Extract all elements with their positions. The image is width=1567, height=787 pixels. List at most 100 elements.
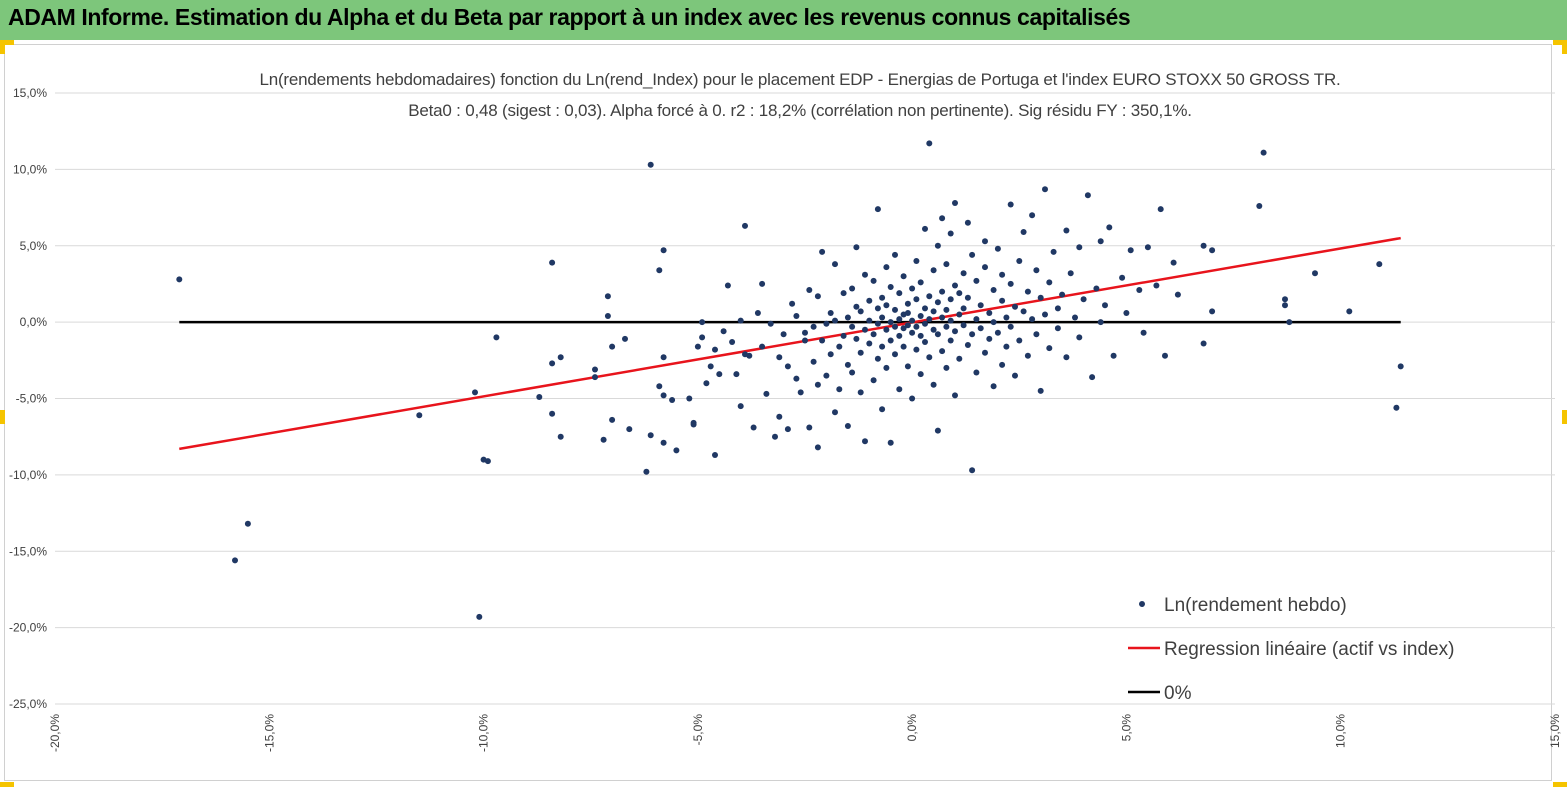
report-banner: ADAM Informe. Estimation du Alpha et du …	[0, 0, 1567, 40]
data-point	[823, 320, 830, 327]
data-point	[232, 557, 238, 564]
data-point	[720, 328, 727, 335]
data-point	[904, 310, 911, 316]
data-point	[964, 294, 971, 301]
data-point	[913, 346, 920, 353]
legend-label: Regression linéaire (actif vs index)	[1164, 639, 1454, 660]
data-point	[896, 332, 903, 339]
x-tick-label: -15,0%	[262, 714, 276, 752]
data-point	[776, 354, 783, 361]
data-point	[1209, 308, 1216, 315]
resize-handle-right[interactable]	[1562, 410, 1567, 424]
data-point	[1012, 372, 1018, 379]
data-point	[909, 395, 916, 402]
data-point	[806, 424, 813, 431]
resize-handle-top-right-vertical[interactable]	[1562, 40, 1567, 54]
resize-handle-top-left[interactable]	[0, 40, 14, 45]
data-point	[1282, 302, 1288, 309]
y-tick-label: -15,0%	[9, 544, 47, 558]
data-point	[977, 302, 984, 309]
data-point	[802, 337, 808, 344]
resize-handle-top-right[interactable]	[1553, 40, 1567, 45]
data-point	[934, 242, 941, 249]
y-tick-label: -10,0%	[9, 468, 47, 482]
data-point	[1127, 247, 1134, 254]
data-point	[999, 271, 1006, 278]
data-point	[870, 377, 877, 384]
data-point	[549, 259, 556, 266]
data-point	[832, 409, 838, 416]
data-point	[952, 392, 958, 399]
data-point	[1209, 247, 1216, 254]
data-point	[776, 413, 783, 420]
data-point	[1256, 203, 1263, 209]
data-point	[917, 313, 924, 319]
data-point	[1376, 261, 1383, 268]
data-point	[853, 303, 860, 310]
data-point	[1174, 291, 1181, 298]
data-point	[1157, 206, 1164, 213]
data-point	[969, 251, 976, 258]
data-point	[707, 363, 714, 370]
data-point	[870, 277, 877, 284]
data-point	[784, 426, 791, 433]
data-point	[733, 371, 740, 378]
data-point	[844, 423, 851, 429]
data-point	[1016, 337, 1023, 344]
data-point	[647, 161, 654, 168]
regression-line	[179, 236, 1401, 451]
data-point	[973, 369, 980, 376]
data-point	[836, 343, 843, 350]
resize-handle-left[interactable]	[0, 410, 5, 424]
data-point	[1063, 354, 1070, 361]
data-point	[939, 314, 946, 321]
data-point	[917, 371, 924, 378]
data-point	[943, 323, 950, 330]
data-point	[1007, 201, 1014, 208]
data-point	[994, 329, 1001, 336]
resize-handle-top-left-vertical[interactable]	[0, 40, 5, 54]
data-point	[943, 364, 950, 371]
data-point	[699, 319, 706, 326]
data-point	[827, 310, 834, 316]
data-point	[549, 410, 556, 417]
data-point	[999, 361, 1006, 368]
data-point	[1029, 212, 1036, 219]
data-point	[793, 375, 800, 382]
data-point	[952, 200, 958, 206]
data-point	[849, 323, 856, 330]
legend-marker-points	[1139, 601, 1145, 607]
chart-subtitle: Beta0 : 0,48 (sigest : 0,03). Alpha forc…	[408, 101, 1192, 120]
data-point	[982, 264, 988, 271]
data-point	[416, 412, 423, 419]
data-point	[827, 351, 834, 358]
resize-handle-bottom-left[interactable]	[0, 782, 14, 787]
data-point	[712, 346, 718, 353]
data-point	[930, 308, 937, 315]
data-point	[793, 313, 800, 319]
data-point	[789, 300, 796, 307]
data-point	[990, 319, 997, 326]
data-point	[922, 225, 928, 232]
data-point	[819, 337, 826, 344]
data-point	[472, 389, 478, 396]
data-point	[913, 296, 920, 303]
data-point	[844, 314, 851, 321]
data-point	[926, 140, 933, 147]
chart-title: Ln(rendements hebdomadaires) fonction du…	[259, 70, 1341, 89]
data-point	[1063, 227, 1070, 234]
data-point	[660, 392, 667, 399]
data-point	[977, 325, 984, 332]
data-point	[1076, 244, 1083, 251]
data-point	[1072, 314, 1078, 321]
data-point	[960, 322, 967, 329]
data-point	[866, 340, 873, 347]
data-point	[994, 245, 1001, 252]
data-point	[879, 343, 886, 350]
resize-handle-bottom-right[interactable]	[1553, 782, 1567, 787]
data-point	[853, 244, 860, 251]
data-point	[956, 290, 963, 297]
x-axis-tick-labels: -20,0% -15,0% -10,0% -5,0% 0,0% 5,0% 10,0% 15,0…	[48, 714, 1562, 752]
data-point	[896, 290, 903, 297]
data-point	[660, 439, 667, 446]
